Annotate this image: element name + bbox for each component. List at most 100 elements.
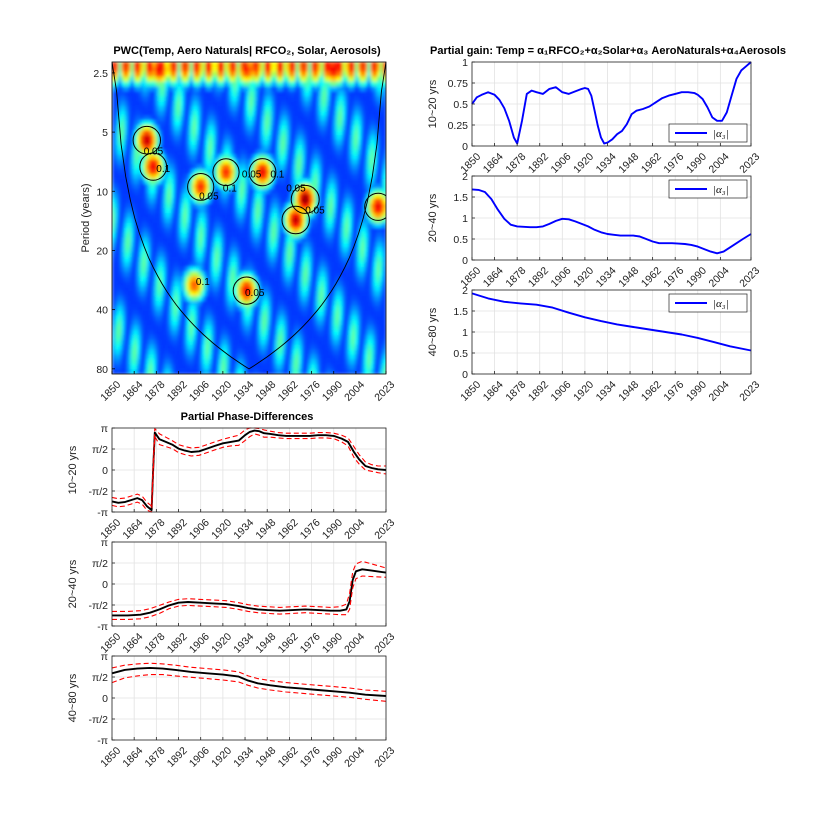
heatmap-cell bbox=[267, 261, 272, 268]
heatmap-cell bbox=[348, 198, 353, 204]
heatmap-cell bbox=[161, 291, 166, 297]
heatmap-cell bbox=[168, 62, 172, 68]
heatmap-cell bbox=[273, 174, 278, 180]
heatmap-cell bbox=[136, 81, 141, 87]
heatmap-cell bbox=[133, 110, 138, 117]
heatmap-cell bbox=[202, 281, 207, 287]
heatmap-cell bbox=[351, 115, 356, 122]
heatmap-cell bbox=[164, 291, 169, 297]
heatmap-cell bbox=[164, 339, 169, 346]
heatmap-cell bbox=[295, 115, 300, 122]
heatmap-cell bbox=[258, 296, 263, 302]
heatmap-cell bbox=[133, 193, 138, 200]
heatmap-cell bbox=[192, 105, 197, 112]
heatmap-cell bbox=[242, 154, 247, 161]
heatmap-cell bbox=[333, 330, 337, 336]
heatmap-cell bbox=[164, 330, 169, 336]
heatmap-cell bbox=[252, 149, 256, 156]
heatmap-cell bbox=[320, 369, 325, 374]
heatmap-cell bbox=[202, 271, 207, 278]
heatmap-cell bbox=[317, 325, 322, 331]
heatmap-cell bbox=[186, 310, 191, 317]
heatmap-cell bbox=[149, 208, 154, 214]
heatmap-cell bbox=[345, 325, 350, 331]
heatmap-cell bbox=[127, 198, 132, 204]
heatmap-cell bbox=[314, 325, 319, 331]
heatmap-cell bbox=[149, 291, 154, 297]
heatmap-cell bbox=[168, 261, 172, 268]
heatmap-cell bbox=[183, 91, 188, 97]
heatmap-cell bbox=[192, 320, 197, 326]
heatmap-cell bbox=[164, 135, 169, 141]
heatmap-cell bbox=[130, 203, 135, 209]
heatmap-cell bbox=[277, 164, 281, 170]
heatmap-cell bbox=[252, 281, 256, 287]
heatmap-cell bbox=[286, 247, 291, 253]
heatmap-cell bbox=[171, 325, 175, 331]
heatmap-cell bbox=[326, 66, 331, 73]
heatmap-cell bbox=[186, 237, 191, 243]
heatmap-cell bbox=[177, 281, 182, 287]
heatmap-cell bbox=[336, 105, 340, 112]
heatmap-cell bbox=[158, 242, 163, 248]
heatmap-cell bbox=[314, 159, 319, 165]
heatmap-cell bbox=[245, 281, 250, 287]
heatmap-cell bbox=[239, 115, 244, 122]
heatmap-cell bbox=[124, 140, 129, 146]
heatmap-cell bbox=[115, 222, 119, 229]
heatmap-cell bbox=[171, 315, 175, 321]
heatmap-cell bbox=[115, 344, 119, 351]
heatmap-cell bbox=[311, 266, 315, 273]
heatmap-cell bbox=[224, 261, 228, 268]
heatmap-cell bbox=[171, 310, 175, 317]
heatmap-cell bbox=[161, 179, 166, 185]
heatmap-cell bbox=[227, 130, 231, 136]
heatmap-cell bbox=[351, 154, 356, 161]
heatmap-cell bbox=[127, 101, 132, 107]
heatmap-cell bbox=[186, 281, 191, 287]
heatmap-cell bbox=[311, 198, 315, 204]
heatmap-cell bbox=[121, 120, 126, 126]
heatmap-cell bbox=[336, 310, 340, 317]
heatmap-cell bbox=[298, 76, 303, 83]
heatmap-cell bbox=[155, 310, 160, 317]
heatmap-cell bbox=[155, 339, 160, 346]
heatmap-cell bbox=[136, 135, 141, 141]
heatmap-cell bbox=[242, 213, 247, 219]
heatmap-cell bbox=[202, 218, 207, 224]
heatmap-cell bbox=[311, 369, 315, 374]
heatmap-cell bbox=[143, 257, 147, 263]
heatmap-cell bbox=[127, 174, 132, 180]
heatmap-cell bbox=[220, 183, 225, 190]
heatmap-cell bbox=[242, 354, 247, 360]
heatmap-cell bbox=[199, 110, 203, 117]
heatmap-cell bbox=[298, 310, 303, 317]
heatmap-cell bbox=[255, 144, 259, 151]
heatmap-cell bbox=[311, 110, 315, 117]
heatmap-cell bbox=[286, 66, 291, 73]
heatmap-cell bbox=[224, 101, 228, 107]
heatmap-cell bbox=[171, 247, 175, 253]
heatmap-cell bbox=[261, 242, 266, 248]
heatmap-cell bbox=[333, 62, 337, 68]
heatmap-cell bbox=[292, 101, 297, 107]
heatmap-cell bbox=[192, 86, 197, 92]
heatmap-cell bbox=[342, 222, 347, 229]
heatmap-cell bbox=[252, 369, 256, 374]
heatmap-cell bbox=[258, 149, 263, 156]
heatmap-cell bbox=[214, 310, 219, 317]
heatmap-cell bbox=[236, 125, 241, 131]
heatmap-cell bbox=[171, 286, 175, 292]
heatmap-cell bbox=[308, 62, 312, 68]
heatmap-cell bbox=[339, 315, 344, 321]
heatmap-cell bbox=[133, 120, 138, 126]
heatmap-cell bbox=[242, 232, 247, 239]
heatmap-cell bbox=[217, 120, 222, 126]
heatmap-cell bbox=[301, 364, 306, 370]
heatmap-cell bbox=[180, 335, 185, 341]
heatmap-cell bbox=[168, 305, 172, 312]
heatmap-cell bbox=[252, 359, 256, 365]
heatmap-cell bbox=[317, 286, 322, 292]
heatmap-cell bbox=[283, 120, 287, 126]
heatmap-cell bbox=[112, 149, 116, 156]
